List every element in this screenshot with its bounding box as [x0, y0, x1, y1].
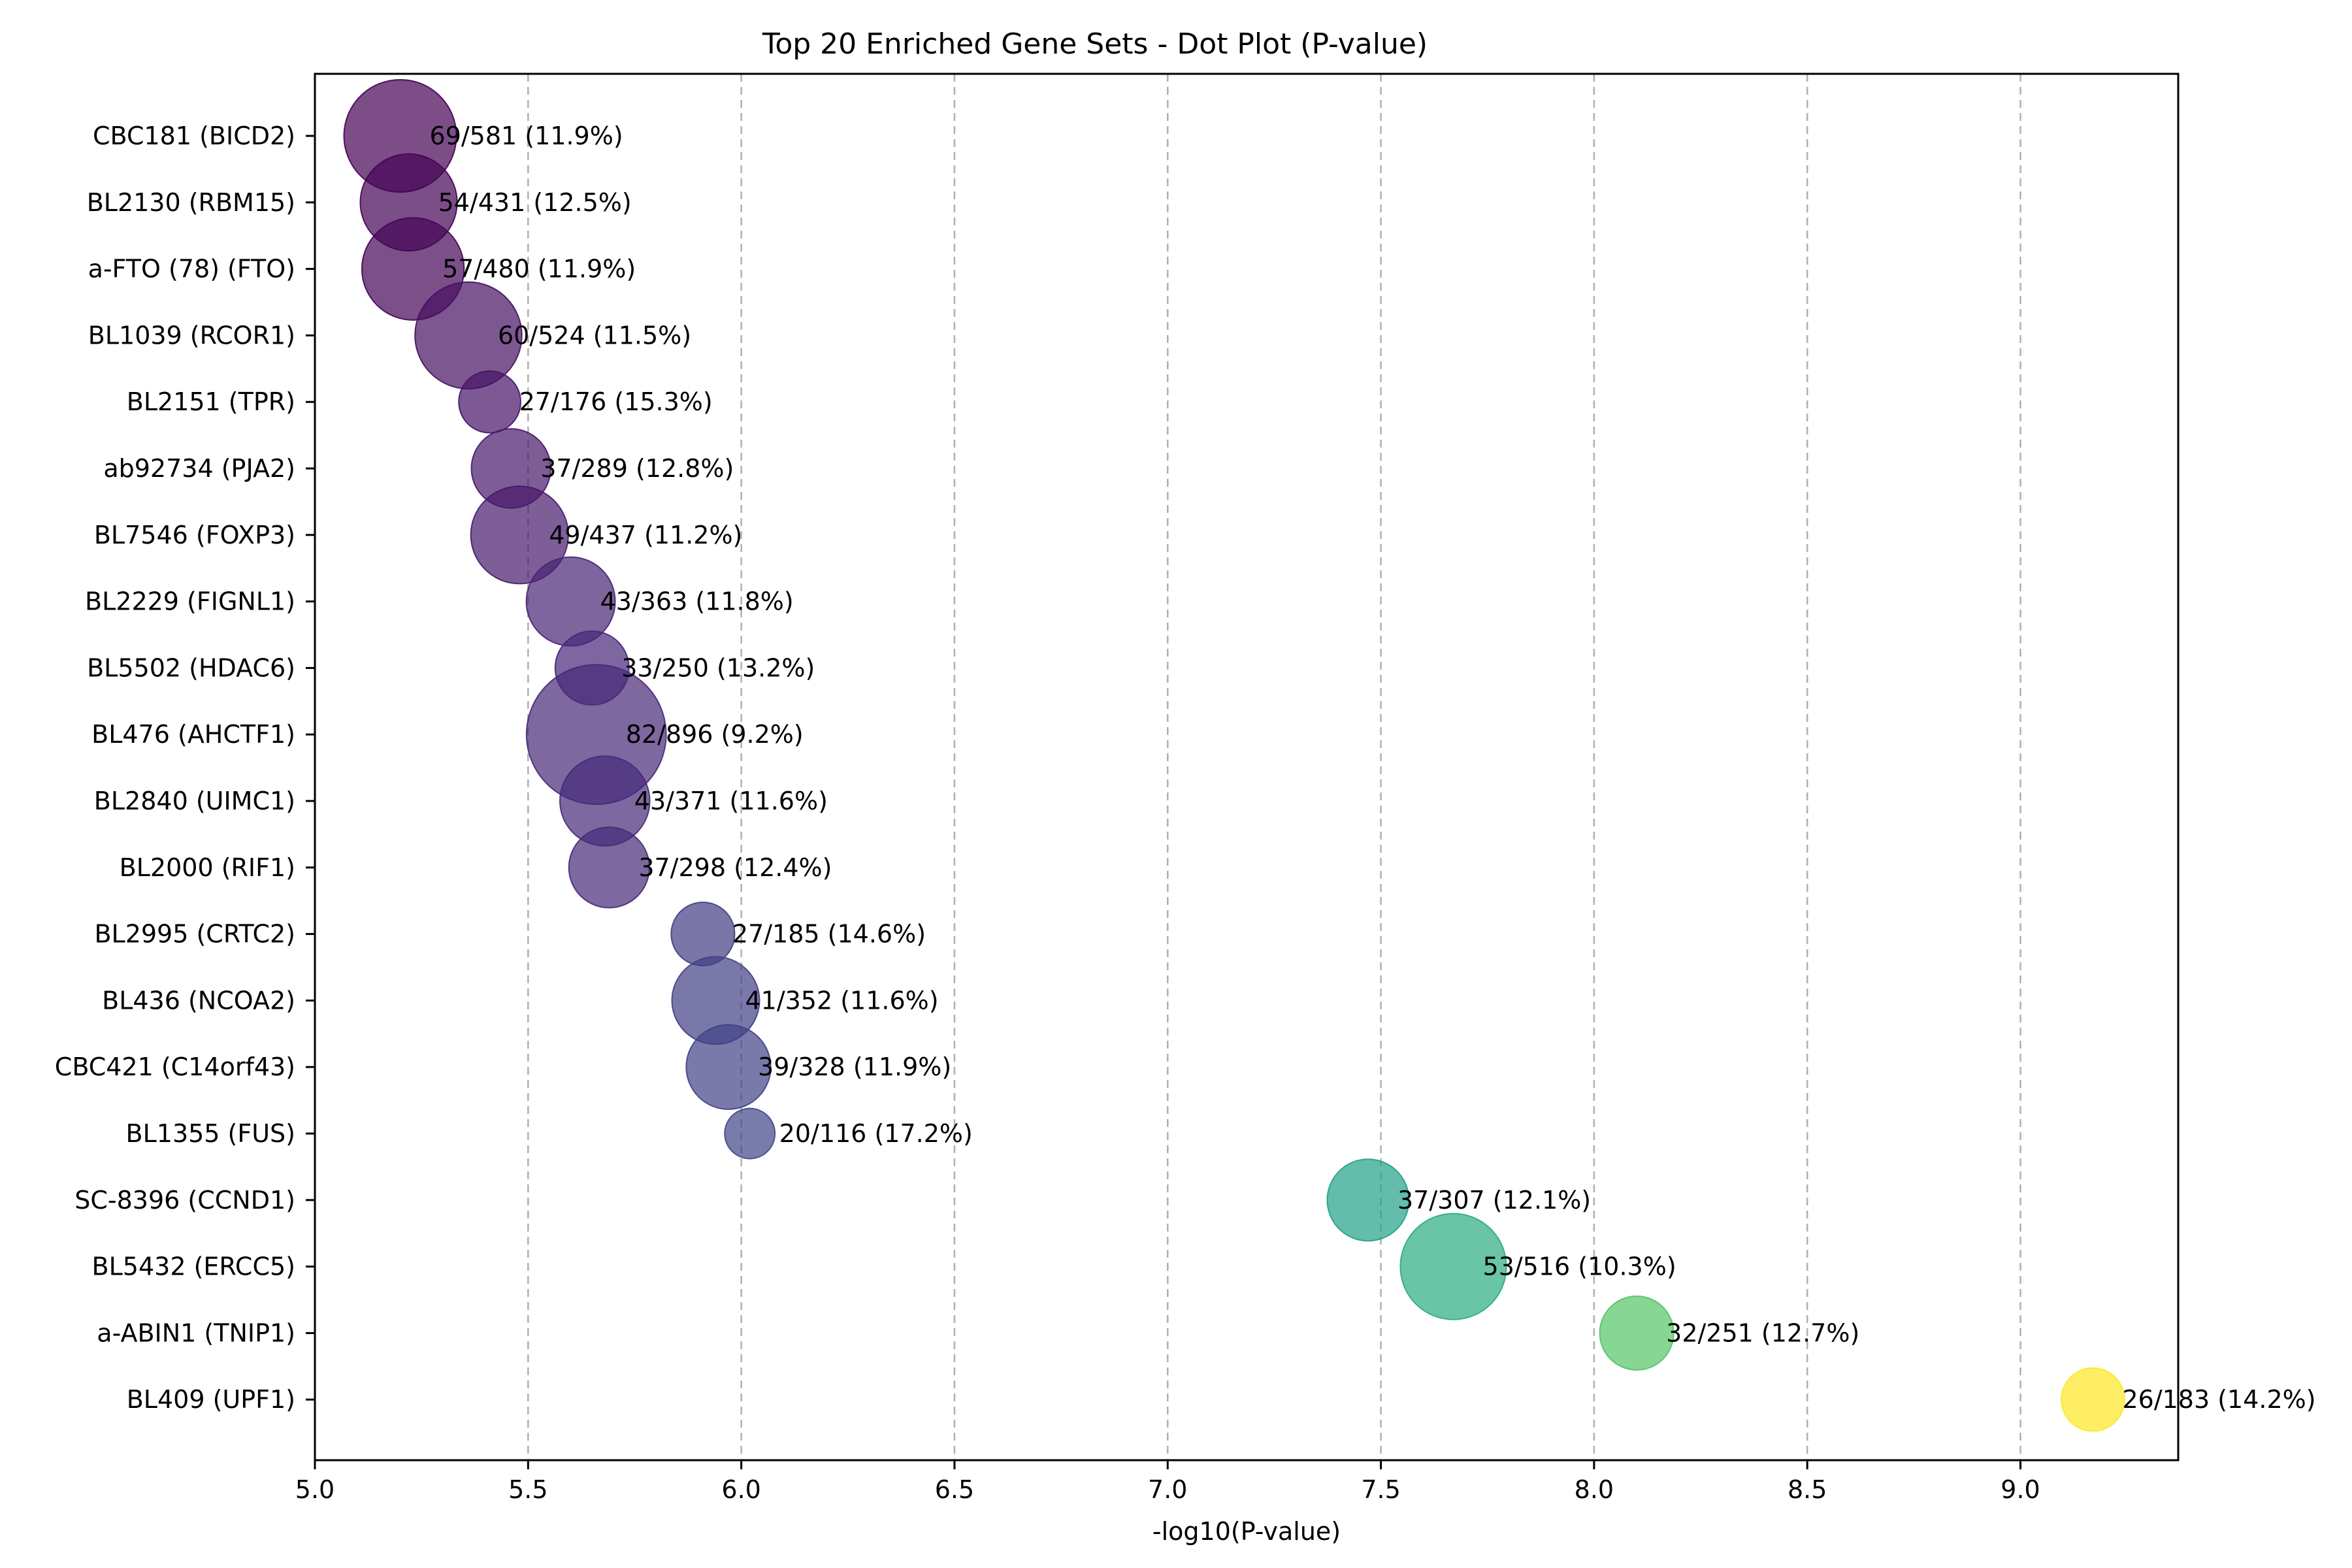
- dot-annotation-label: 43/371 (11.6%): [634, 787, 828, 815]
- y-category-label: BL2229 (FIGNL1): [85, 587, 295, 616]
- dot-annotation-label: 54/431 (12.5%): [438, 188, 632, 217]
- y-category-label: BL2151 (TPR): [127, 387, 295, 416]
- gene-set-dot: [685, 1024, 772, 1110]
- dot-annotation-label: 43/363 (11.8%): [600, 587, 794, 616]
- x-tick-label: 6.5: [935, 1475, 974, 1504]
- dot-annotation-label: 20/116 (17.2%): [779, 1119, 973, 1148]
- y-category-label: BL436 (NCOA2): [102, 986, 295, 1015]
- dot-annotation-label: 37/289 (12.8%): [540, 454, 734, 483]
- y-category-label: CBC421 (C14orf43): [55, 1053, 295, 1081]
- y-category-label: BL2000 (RIF1): [120, 853, 295, 882]
- gene-set-dot: [2061, 1367, 2125, 1432]
- y-category-label: a-ABIN1 (TNIP1): [97, 1318, 295, 1347]
- y-category-label: BL409 (UPF1): [127, 1385, 295, 1414]
- dot-annotation-label: 82/896 (9.2%): [626, 720, 804, 749]
- gene-set-dot: [1326, 1158, 1410, 1242]
- y-category-label: BL1039 (RCOR1): [88, 321, 295, 350]
- dot-annotation-label: 37/307 (12.1%): [1397, 1186, 1591, 1215]
- annotation-layer: 69/581 (11.9%) 54/431 (12.5%) 57/480 (11.9…: [430, 122, 2316, 1414]
- dot-annotation-label: 57/480 (11.9%): [442, 255, 636, 284]
- dot-annotation-label: 60/524 (11.5%): [498, 321, 691, 350]
- chart-title: Top 20 Enriched Gene Sets - Dot Plot (P-…: [762, 27, 1428, 61]
- gene-set-dot: [568, 826, 650, 909]
- x-axis-label: -log10(P-value): [1152, 1517, 1341, 1546]
- axes: 5.0 5.5 6.0 6.5 7.0 7.5 8.0 8.5 9.0 CBC181 (BICD2…: [55, 122, 2040, 1504]
- dot-annotation-label: 53/516 (10.3%): [1483, 1252, 1676, 1281]
- y-category-label: BL5432 (ERCC5): [92, 1252, 295, 1281]
- dot-annotation-label: 32/251 (12.7%): [1666, 1318, 1859, 1347]
- dot-layer: [343, 78, 2125, 1432]
- dot-annotation-label: 27/185 (14.6%): [732, 920, 926, 949]
- y-category-label: BL5502 (HDAC6): [87, 653, 295, 682]
- x-tick-label: 5.5: [508, 1475, 547, 1504]
- gene-set-dot: [470, 485, 569, 585]
- y-category-label: a-FTO (78) (FTO): [88, 255, 295, 284]
- x-tick-label: 5.0: [295, 1475, 335, 1504]
- y-category-label: BL2130 (RBM15): [87, 188, 295, 217]
- dot-annotation-label: 69/581 (11.9%): [430, 122, 623, 150]
- dot-annotation-label: 41/352 (11.6%): [745, 986, 938, 1015]
- dot-annotation-label: 26/183 (14.2%): [2122, 1385, 2315, 1414]
- gene-set-dot: [1599, 1295, 1674, 1371]
- y-category-label: BL476 (AHCTF1): [91, 720, 295, 749]
- y-category-label: BL1355 (FUS): [126, 1119, 295, 1148]
- dot-annotation-label: 27/176 (15.3%): [519, 387, 713, 416]
- gene-set-dot: [670, 902, 736, 967]
- y-category-label: ab92734 (PJA2): [103, 454, 295, 483]
- x-tick-label: 7.5: [1361, 1475, 1400, 1504]
- y-category-label: BL7546 (FOXP3): [94, 521, 295, 549]
- y-category-label: SC-8396 (CCND1): [74, 1186, 295, 1215]
- gene-set-dot: [1399, 1213, 1507, 1320]
- x-tick-label: 6.0: [721, 1475, 760, 1504]
- x-tick-label: 9.0: [2001, 1475, 2040, 1504]
- dot-annotation-label: 37/298 (12.4%): [638, 853, 832, 882]
- y-category-label: CBC181 (BICD2): [93, 122, 295, 150]
- x-tick-label: 8.0: [1575, 1475, 1614, 1504]
- y-category-label: BL2840 (UIMC1): [94, 787, 295, 815]
- y-category-label: BL2995 (CRTC2): [94, 920, 295, 949]
- x-tick-label: 8.5: [1788, 1475, 1827, 1504]
- gene-set-dot: [724, 1107, 776, 1160]
- grid-lines: [527, 74, 2021, 1460]
- gene-set-dot: [458, 370, 521, 434]
- dot-annotation-label: 33/250 (13.2%): [621, 653, 815, 682]
- dot-annotation-label: 39/328 (11.9%): [758, 1053, 951, 1081]
- dot-annotation-label: 49/437 (11.2%): [549, 521, 742, 549]
- x-tick-label: 7.0: [1148, 1475, 1187, 1504]
- plot-frame: [314, 73, 2180, 1462]
